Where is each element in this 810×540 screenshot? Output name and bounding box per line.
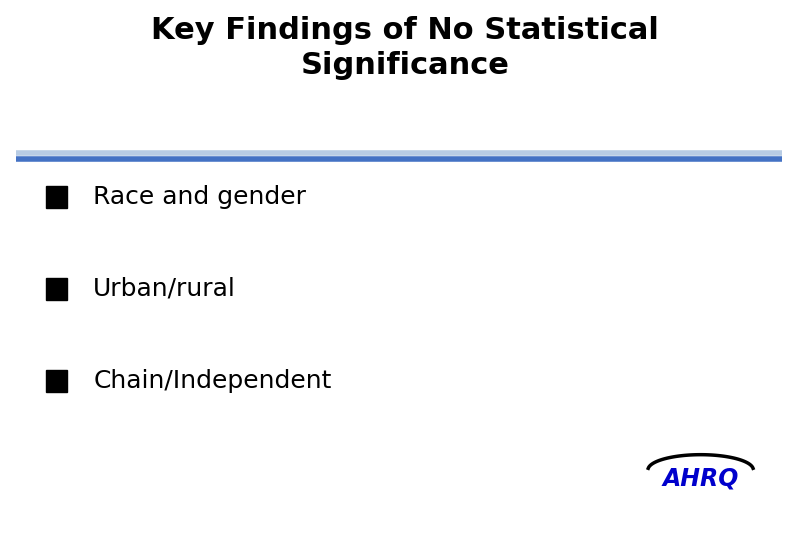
Text: Race and gender: Race and gender (93, 185, 306, 209)
Bar (46, 186, 67, 208)
Text: Key Findings of No Statistical
Significance: Key Findings of No Statistical Significa… (151, 16, 659, 80)
Text: AHRQ: AHRQ (663, 467, 739, 491)
Bar (46, 370, 67, 392)
Bar (46, 278, 67, 300)
Text: Urban/rural: Urban/rural (93, 277, 236, 301)
Text: Chain/Independent: Chain/Independent (93, 369, 331, 393)
